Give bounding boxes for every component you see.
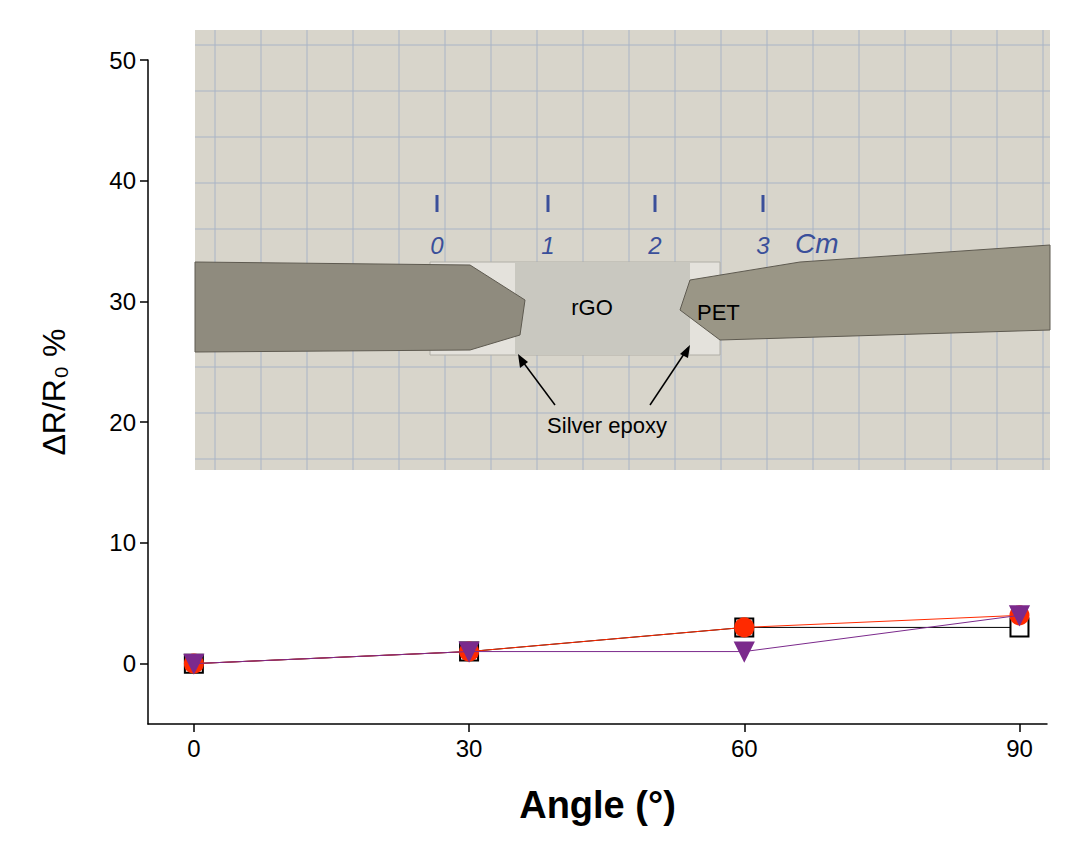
svg-text:40: 40 [109,167,136,194]
svg-text:90: 90 [1006,735,1033,762]
svg-text:0: 0 [430,232,444,259]
svg-text:30: 30 [456,735,483,762]
svg-text:10: 10 [109,529,136,556]
svg-text:ΔR/R₀ %: ΔR/R₀ % [36,328,72,455]
svg-text:30: 30 [109,288,136,315]
svg-text:0: 0 [123,650,136,677]
svg-text:0: 0 [187,735,200,762]
svg-text:1: 1 [541,232,554,259]
svg-text:PET: PET [697,300,740,325]
svg-text:2: 2 [647,232,661,259]
svg-text:Angle (°): Angle (°) [519,784,676,826]
svg-text:60: 60 [731,735,758,762]
svg-text:Cm: Cm [795,228,839,259]
svg-text:3: 3 [756,232,770,259]
svg-text:50: 50 [109,47,136,74]
svg-text:Silver epoxy: Silver epoxy [547,413,667,438]
svg-text:rGO: rGO [571,295,613,320]
svg-text:20: 20 [109,409,136,436]
